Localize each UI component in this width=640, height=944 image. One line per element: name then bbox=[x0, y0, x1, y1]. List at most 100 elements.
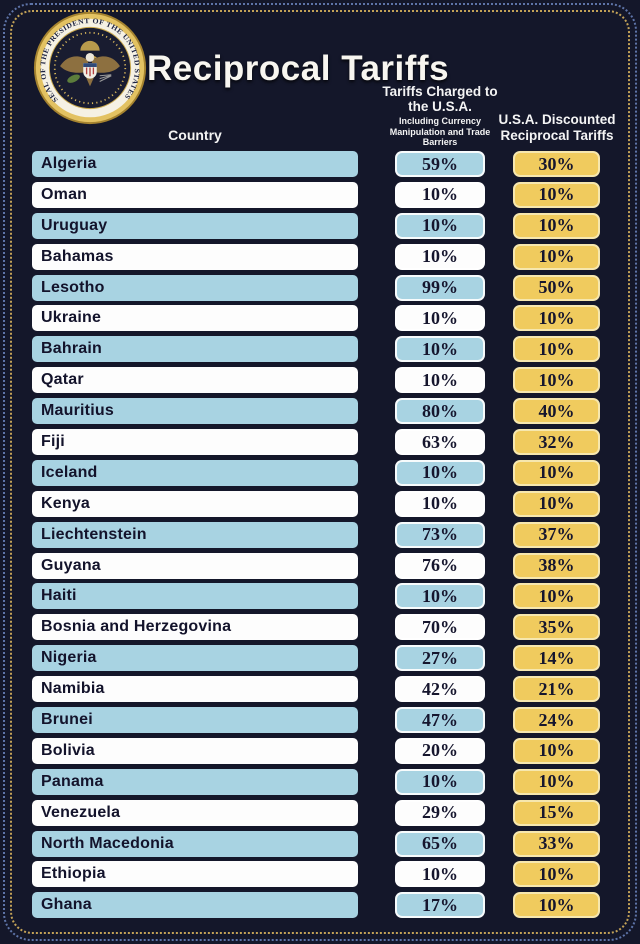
presidential-seal-icon: SEAL OF THE PRESIDENT OF THE UNITED STAT… bbox=[33, 11, 147, 125]
charged-cell: 10% bbox=[395, 181, 485, 208]
charged-cell: 10% bbox=[395, 459, 485, 486]
column-header-country: Country bbox=[168, 127, 222, 143]
discounted-cell: 35% bbox=[513, 614, 600, 641]
charged-cell: 27% bbox=[395, 645, 485, 672]
discounted-cell: 50% bbox=[513, 274, 600, 301]
table-row: Bosnia and Herzegovina 70% 35% bbox=[32, 614, 600, 641]
table-row: Kenya 10% 10% bbox=[32, 490, 600, 517]
charged-cell: 42% bbox=[395, 676, 485, 703]
table-row: Ghana 17% 10% bbox=[32, 892, 600, 919]
country-cell: Lesotho bbox=[32, 274, 358, 301]
charged-cell: 63% bbox=[395, 429, 485, 456]
discounted-cell: 10% bbox=[513, 768, 600, 795]
charged-cell: 76% bbox=[395, 552, 485, 579]
country-cell: Ethiopia bbox=[32, 861, 358, 888]
country-cell: Bahrain bbox=[32, 336, 358, 363]
discounted-cell: 10% bbox=[513, 181, 600, 208]
charged-cell: 10% bbox=[395, 336, 485, 363]
discounted-cell: 40% bbox=[513, 398, 600, 425]
table-row: Liechtenstein 73% 37% bbox=[32, 521, 600, 548]
charged-cell: 73% bbox=[395, 521, 485, 548]
discounted-cell: 15% bbox=[513, 799, 600, 826]
discounted-cell: 10% bbox=[513, 892, 600, 919]
charged-cell: 10% bbox=[395, 583, 485, 610]
charged-cell: 10% bbox=[395, 768, 485, 795]
table-row: North Macedonia 65% 33% bbox=[32, 830, 600, 857]
charged-cell: 10% bbox=[395, 212, 485, 239]
table-row: Venezuela 29% 15% bbox=[32, 799, 600, 826]
table-row: Fiji 63% 32% bbox=[32, 429, 600, 456]
table-row: Haiti 10% 10% bbox=[32, 583, 600, 610]
charged-cell: 10% bbox=[395, 243, 485, 270]
country-cell: Bahamas bbox=[32, 243, 358, 270]
tariff-table: Algeria 59% 30% Oman 10% 10% Uruguay 10%… bbox=[32, 151, 600, 919]
table-row: Iceland 10% 10% bbox=[32, 459, 600, 486]
table-row: Lesotho 99% 50% bbox=[32, 274, 600, 301]
table-row: Bolivia 20% 10% bbox=[32, 737, 600, 764]
discounted-cell: 24% bbox=[513, 707, 600, 734]
discounted-cell: 10% bbox=[513, 243, 600, 270]
table-row: Ukraine 10% 10% bbox=[32, 305, 600, 332]
table-row: Uruguay 10% 10% bbox=[32, 212, 600, 239]
country-cell: Haiti bbox=[32, 583, 358, 610]
country-cell: Nigeria bbox=[32, 645, 358, 672]
charged-cell: 47% bbox=[395, 707, 485, 734]
country-cell: Bosnia and Herzegovina bbox=[32, 614, 358, 641]
discounted-cell: 10% bbox=[513, 459, 600, 486]
country-cell: Kenya bbox=[32, 490, 358, 517]
eagle-emblem-icon bbox=[60, 40, 120, 87]
charged-cell: 59% bbox=[395, 151, 485, 177]
table-row: Brunei 47% 24% bbox=[32, 707, 600, 734]
discounted-cell: 30% bbox=[513, 151, 600, 177]
charged-cell: 80% bbox=[395, 398, 485, 425]
country-cell: Mauritius bbox=[32, 398, 358, 425]
country-cell: Ukraine bbox=[32, 305, 358, 332]
table-row: Oman 10% 10% bbox=[32, 181, 600, 208]
table-row: Ethiopia 10% 10% bbox=[32, 861, 600, 888]
charged-cell: 65% bbox=[395, 830, 485, 857]
country-cell: Brunei bbox=[32, 707, 358, 734]
country-cell: Guyana bbox=[32, 552, 358, 579]
discounted-cell: 37% bbox=[513, 521, 600, 548]
discounted-cell: 10% bbox=[513, 861, 600, 888]
discounted-cell: 38% bbox=[513, 552, 600, 579]
country-cell: Iceland bbox=[32, 459, 358, 486]
table-row: Bahamas 10% 10% bbox=[32, 243, 600, 270]
country-cell: Algeria bbox=[32, 151, 358, 177]
table-row: Qatar 10% 10% bbox=[32, 367, 600, 394]
discounted-cell: 10% bbox=[513, 305, 600, 332]
discounted-cell: 10% bbox=[513, 490, 600, 517]
discounted-cell: 10% bbox=[513, 367, 600, 394]
table-row: Mauritius 80% 40% bbox=[32, 398, 600, 425]
charged-cell: 29% bbox=[395, 799, 485, 826]
page-title: Reciprocal Tariffs bbox=[147, 49, 450, 88]
table-row: Algeria 59% 30% bbox=[32, 151, 600, 177]
country-cell: Liechtenstein bbox=[32, 521, 358, 548]
table-row: Guyana 76% 38% bbox=[32, 552, 600, 579]
discounted-cell: 10% bbox=[513, 583, 600, 610]
country-cell: North Macedonia bbox=[32, 830, 358, 857]
discounted-cell: 10% bbox=[513, 212, 600, 239]
charged-cell: 20% bbox=[395, 737, 485, 764]
charged-cell: 10% bbox=[395, 367, 485, 394]
country-cell: Venezuela bbox=[32, 799, 358, 826]
charged-cell: 10% bbox=[395, 305, 485, 332]
discounted-cell: 14% bbox=[513, 645, 600, 672]
column-header-charged: Tariffs Charged to the U.S.A. Including … bbox=[378, 84, 502, 148]
charged-cell: 10% bbox=[395, 861, 485, 888]
country-cell: Ghana bbox=[32, 892, 358, 919]
table-row: Nigeria 27% 14% bbox=[32, 645, 600, 672]
table-row: Namibia 42% 21% bbox=[32, 676, 600, 703]
charged-cell: 17% bbox=[395, 892, 485, 919]
country-cell: Uruguay bbox=[32, 212, 358, 239]
discounted-cell: 10% bbox=[513, 737, 600, 764]
charged-cell: 99% bbox=[395, 274, 485, 301]
column-header-discounted: U.S.A. Discounted Reciprocal Tariffs bbox=[498, 112, 616, 143]
country-cell: Fiji bbox=[32, 429, 358, 456]
column-header-charged-sub: Including Currency Manipulation and Trad… bbox=[389, 116, 491, 148]
discounted-cell: 33% bbox=[513, 830, 600, 857]
discounted-cell: 21% bbox=[513, 676, 600, 703]
charged-cell: 70% bbox=[395, 614, 485, 641]
table-row: Panama 10% 10% bbox=[32, 768, 600, 795]
